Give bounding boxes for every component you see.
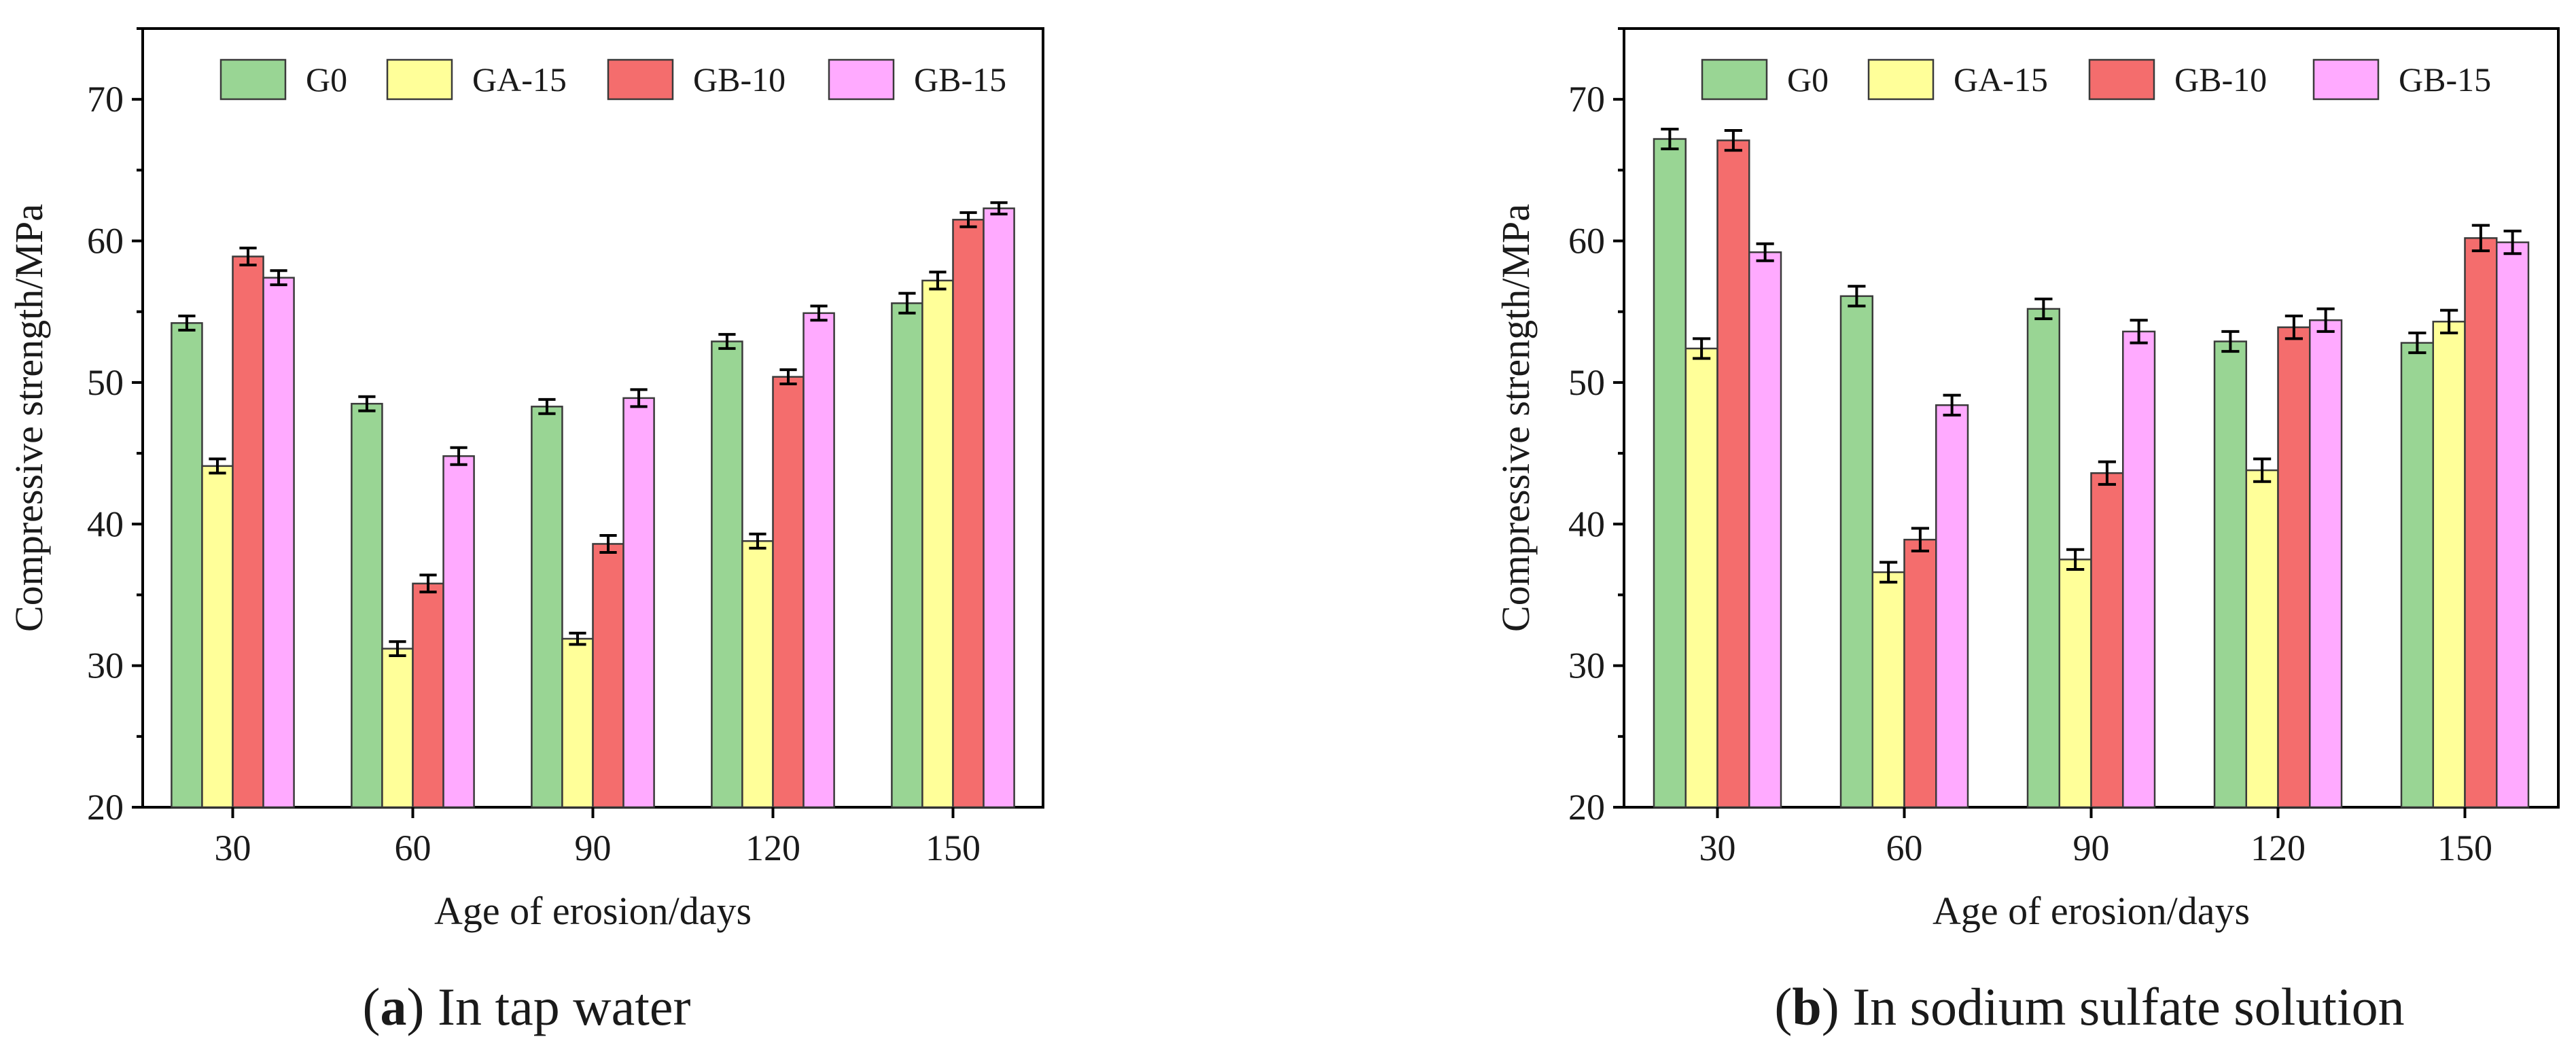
bar-ga-15-120 bbox=[2245, 469, 2279, 809]
bar-ga-15-60 bbox=[1871, 571, 1905, 809]
bar-gb-15-30 bbox=[1748, 251, 1782, 809]
bar-gb-15-60 bbox=[1935, 404, 1969, 809]
legend-swatch-g0 bbox=[219, 58, 287, 101]
bar-g0-30 bbox=[171, 322, 203, 809]
x-tick-label: 90 bbox=[575, 828, 612, 868]
y-tick-label: 40 bbox=[1568, 504, 1605, 544]
bar-ga-15-90 bbox=[561, 637, 594, 809]
legend-swatch-gb-10 bbox=[2088, 58, 2155, 101]
legend-swatch-ga-15 bbox=[1867, 58, 1935, 101]
y-tick-label: 30 bbox=[87, 646, 124, 686]
y-tick-label: 20 bbox=[87, 787, 124, 828]
y-tick-label: 30 bbox=[1568, 646, 1605, 686]
x-tick-label: 60 bbox=[395, 828, 431, 868]
y-tick-label: 50 bbox=[87, 362, 124, 403]
x-tick-label: 30 bbox=[215, 828, 251, 868]
x-tick-label: 120 bbox=[2251, 828, 2306, 868]
bar-g0-120 bbox=[2213, 340, 2247, 809]
legend-swatch-g0 bbox=[1701, 58, 1768, 101]
x-tick-label: 150 bbox=[2437, 828, 2492, 868]
bar-ga-15-150 bbox=[2432, 321, 2466, 809]
x-tick-label: 150 bbox=[925, 828, 981, 868]
caption-close-paren: ) bbox=[407, 977, 425, 1036]
bar-ga-15-90 bbox=[2058, 559, 2092, 809]
bar-ga-15-120 bbox=[741, 540, 774, 809]
caption-open-paren: ( bbox=[363, 977, 381, 1036]
bar-ga-15-60 bbox=[381, 648, 414, 809]
caption-letter: b bbox=[1792, 977, 1821, 1036]
y-axis-title: Compressive strength/MPa bbox=[7, 204, 51, 632]
legend-label-g0: G0 bbox=[306, 60, 347, 99]
caption-text: In tap water bbox=[424, 977, 690, 1036]
panel-caption: (b) In sodium sulfate solution bbox=[1774, 977, 2404, 1036]
y-tick-label: 60 bbox=[1568, 221, 1605, 262]
bar-gb-15-90 bbox=[622, 397, 655, 809]
legend-label-gb-15: GB-15 bbox=[2399, 60, 2491, 99]
bar-gb-10-30 bbox=[1716, 139, 1750, 809]
x-tick-label: 30 bbox=[1699, 828, 1736, 868]
legend-swatch-ga-15 bbox=[386, 58, 453, 101]
bar-gb-10-60 bbox=[1903, 538, 1937, 809]
bar-gb-15-60 bbox=[442, 455, 475, 809]
y-tick-label: 20 bbox=[1568, 787, 1605, 828]
y-tick-label: 50 bbox=[1568, 362, 1605, 403]
legend-label-g0: G0 bbox=[1787, 60, 1829, 99]
bar-gb-15-90 bbox=[2122, 330, 2156, 809]
legend-label-gb-10: GB-10 bbox=[2174, 60, 2267, 99]
caption-open-paren: ( bbox=[1774, 977, 1792, 1036]
bar-gb-15-120 bbox=[2309, 319, 2343, 809]
bar-gb-10-60 bbox=[412, 582, 444, 809]
bar-gb-15-120 bbox=[802, 312, 835, 809]
panel-caption: (a) In tap water bbox=[363, 977, 691, 1036]
y-tick-label: 60 bbox=[87, 221, 124, 262]
chart-panel-a: 20 30 40 50 60 70 30 60 90 120 150 Age of erosion/d… bbox=[7, 27, 1044, 1036]
legend-swatch-gb-15 bbox=[828, 58, 895, 101]
chart-panel-b: 20 30 40 50 60 70 30 60 90 120 150 Age of erosion/d… bbox=[1494, 27, 2560, 1036]
bar-gb-10-90 bbox=[2090, 472, 2124, 809]
x-tick-label: 60 bbox=[1886, 828, 1923, 868]
legend-label-ga-15: GA-15 bbox=[1954, 60, 2048, 99]
bar-gb-15-150 bbox=[983, 207, 1015, 809]
bar-gb-10-150 bbox=[952, 219, 985, 809]
x-axis-title: Age of erosion/days bbox=[434, 889, 752, 933]
bar-gb-10-150 bbox=[2464, 237, 2498, 809]
bar-gb-10-90 bbox=[592, 543, 624, 809]
bar-gb-10-30 bbox=[232, 255, 264, 809]
bar-gb-15-30 bbox=[262, 277, 295, 809]
legend-label-gb-15: GB-15 bbox=[914, 60, 1006, 99]
x-axis-title: Age of erosion/days bbox=[1933, 889, 2250, 933]
legend-label-gb-10: GB-10 bbox=[693, 60, 786, 99]
bar-g0-90 bbox=[531, 406, 563, 809]
legend-label-ga-15: GA-15 bbox=[472, 60, 567, 99]
legend-swatch-gb-10 bbox=[607, 58, 674, 101]
bar-g0-120 bbox=[711, 340, 743, 809]
bar-g0-90 bbox=[2026, 308, 2060, 809]
bar-ga-15-30 bbox=[1684, 347, 1718, 809]
bar-gb-15-150 bbox=[2496, 241, 2530, 809]
caption-letter: a bbox=[381, 977, 407, 1036]
bar-g0-150 bbox=[891, 302, 923, 809]
bar-g0-150 bbox=[2400, 342, 2434, 809]
caption-close-paren: ) bbox=[1822, 977, 1839, 1036]
y-tick-label: 70 bbox=[87, 79, 124, 120]
y-tick-label: 40 bbox=[87, 504, 124, 544]
y-tick-label: 70 bbox=[1568, 79, 1605, 120]
bar-g0-60 bbox=[351, 402, 383, 809]
bar-g0-60 bbox=[1839, 295, 1873, 809]
caption-text: In sodium sulfate solution bbox=[1839, 977, 2405, 1036]
x-tick-label: 90 bbox=[2073, 828, 2110, 868]
y-axis-title: Compressive strength/MPa bbox=[1494, 204, 1538, 632]
bar-gb-10-120 bbox=[772, 376, 805, 809]
bar-ga-15-30 bbox=[201, 465, 234, 809]
bar-gb-10-120 bbox=[2277, 326, 2311, 809]
x-tick-label: 120 bbox=[745, 828, 800, 868]
legend-swatch-gb-15 bbox=[2312, 58, 2380, 101]
bar-ga-15-150 bbox=[921, 279, 954, 809]
bar-g0-30 bbox=[1653, 138, 1687, 809]
